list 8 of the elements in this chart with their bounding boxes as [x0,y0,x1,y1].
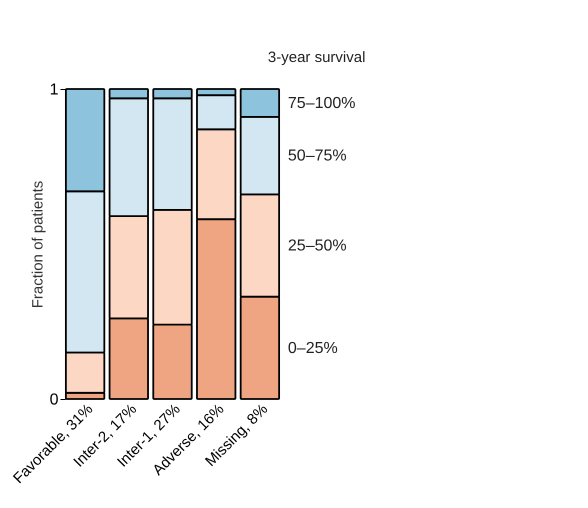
series-label: 75–100% [288,94,356,112]
y-tick-label: 1 [50,82,59,98]
y-tick-label: 0 [50,392,59,408]
series-label: 50–75% [288,148,347,165]
legend-title: 3-year survival [268,49,366,66]
y-axis-title: Fraction of patients [30,180,47,308]
series-label: 0–25% [288,340,338,357]
series-label: 25–50% [288,238,347,255]
